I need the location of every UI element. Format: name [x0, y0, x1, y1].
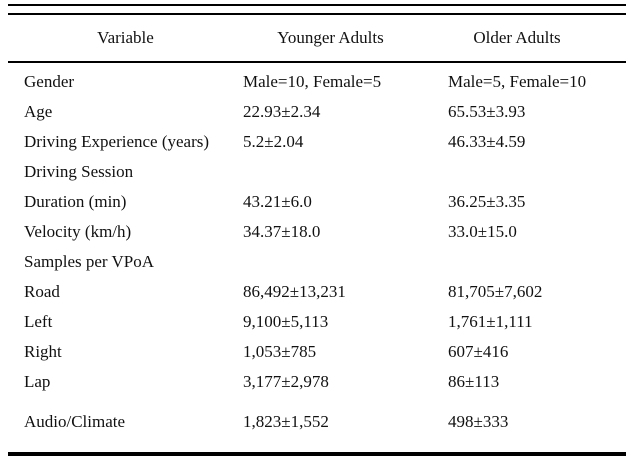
younger-value: 1,053±785 — [243, 342, 317, 361]
older-value: 33.0±15.0 — [448, 222, 517, 241]
younger-value: 43.21±6.0 — [243, 192, 312, 211]
table-row-gender: Gender Male=10, Female=5 Male=5, Female=… — [8, 67, 626, 97]
table-top-double-rule — [8, 4, 626, 15]
row-label: Right — [24, 342, 62, 361]
younger-value: 9,100±5,113 — [243, 312, 329, 331]
table-row-road: Road 86,492±13,231 81,705±7,602 — [8, 277, 626, 307]
row-label: Driving Experience (years) — [24, 132, 210, 151]
row-label: Audio/Climate — [24, 412, 126, 431]
younger-value: 3,177±2,978 — [243, 372, 329, 391]
column-header-variable: Variable — [97, 28, 154, 47]
row-label: Lap — [24, 372, 51, 391]
younger-value: 1,823±1,552 — [243, 412, 329, 431]
participant-stats-table: Variable Younger Adults Older Adults Gen… — [8, 4, 626, 456]
table-row-right: Right 1,053±785 607±416 — [8, 337, 626, 367]
table-row-driving-experience: Driving Experience (years) 5.2±2.04 46.3… — [8, 127, 626, 157]
table-row-lap: Lap 3,177±2,978 86±113 — [8, 367, 626, 397]
table-section-driving-session: Driving Session — [8, 157, 626, 187]
older-value: 81,705±7,602 — [448, 282, 543, 301]
older-value: 498±333 — [448, 412, 509, 431]
column-header-older-adults: Older Adults — [473, 28, 561, 47]
table-header-row: Variable Younger Adults Older Adults — [8, 15, 626, 61]
table-row-velocity: Velocity (km/h) 34.37±18.0 33.0±15.0 — [8, 217, 626, 247]
younger-value: 5.2±2.04 — [243, 132, 304, 151]
table-bottom-rule — [8, 452, 626, 456]
table-row-left: Left 9,100±5,113 1,761±1,111 — [8, 307, 626, 337]
older-value: 86±113 — [448, 372, 500, 391]
row-label: Gender — [24, 72, 75, 91]
table-row-duration: Duration (min) 43.21±6.0 36.25±3.35 — [8, 187, 626, 217]
table-section-samples-per-vpoa: Samples per VPoA — [8, 247, 626, 277]
row-label: Road — [24, 282, 60, 301]
table-row-age: Age 22.93±2.34 65.53±3.93 — [8, 97, 626, 127]
older-value: Male=5, Female=10 — [448, 72, 587, 91]
older-value: 65.53±3.93 — [448, 102, 526, 121]
row-label: Velocity (km/h) — [24, 222, 132, 241]
row-label: Duration (min) — [24, 192, 127, 211]
table-header-rule — [8, 61, 626, 63]
older-value: 607±416 — [448, 342, 509, 361]
younger-value: 34.37±18.0 — [243, 222, 321, 241]
table-row-audio-climate: Audio/Climate 1,823±1,552 498±333 — [8, 407, 626, 437]
section-label: Driving Session — [24, 162, 134, 181]
younger-value: 86,492±13,231 — [243, 282, 346, 301]
older-value: 1,761±1,111 — [448, 312, 533, 331]
younger-value: Male=10, Female=5 — [243, 72, 382, 91]
section-label: Samples per VPoA — [24, 252, 155, 271]
rows-bottom-spacer — [8, 437, 626, 452]
row-label: Age — [24, 102, 53, 121]
column-header-younger-adults: Younger Adults — [277, 28, 384, 47]
older-value: 46.33±4.59 — [448, 132, 526, 151]
younger-value: 22.93±2.34 — [243, 102, 321, 121]
older-value: 36.25±3.35 — [448, 192, 526, 211]
row-label: Left — [24, 312, 53, 331]
